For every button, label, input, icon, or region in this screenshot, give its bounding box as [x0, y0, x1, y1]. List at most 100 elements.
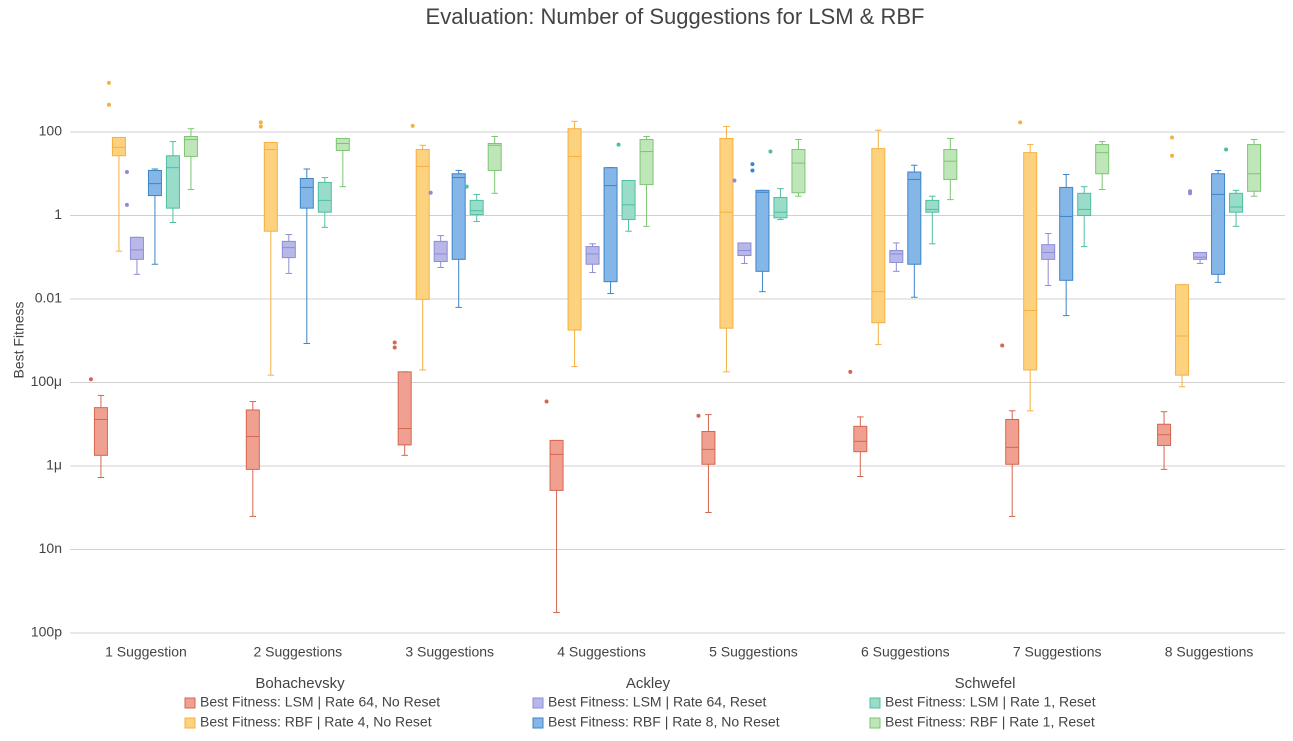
legend-label: Best Fitness: RBF | Rate 1, Reset: [885, 714, 1095, 730]
box: [567, 128, 582, 331]
legend-swatch: [184, 697, 196, 709]
box: [451, 173, 466, 260]
legend-swatch: [532, 697, 544, 709]
legend-group-title: Bohachevsky: [255, 675, 345, 692]
outlier: [88, 377, 93, 382]
box: [1005, 418, 1020, 465]
legend-swatch: [532, 717, 544, 729]
legend-label: Best Fitness: LSM | Rate 64, No Reset: [200, 694, 440, 710]
box: [469, 199, 484, 216]
x-tick-label: 6 Suggestions: [861, 644, 950, 660]
box: [397, 371, 412, 446]
legend-swatch: [184, 717, 196, 729]
outlier: [1188, 191, 1193, 196]
x-tick-label: 7 Suggestions: [1013, 644, 1102, 660]
box: [1059, 186, 1074, 281]
box: [1211, 173, 1226, 275]
outlier: [464, 184, 469, 189]
legend-swatch: [869, 717, 881, 729]
outlier: [616, 142, 621, 147]
box: [791, 149, 806, 194]
box: [1175, 284, 1190, 376]
outlier: [750, 168, 755, 173]
legend-label: Best Fitness: RBF | Rate 4, No Reset: [200, 714, 432, 730]
box: [701, 431, 716, 465]
chart-title: Evaluation: Number of Suggestions for LS…: [426, 4, 925, 29]
outlier: [1000, 343, 1005, 348]
box: [433, 240, 448, 263]
y-tick-label: 100μ: [31, 373, 62, 389]
box: [165, 155, 180, 209]
y-tick-label: 100: [39, 123, 63, 139]
box: [263, 142, 278, 232]
legend-group-title: Schwefel: [955, 675, 1016, 692]
box: [111, 136, 126, 157]
outlier: [124, 170, 129, 175]
y-tick-label: 1μ: [46, 457, 62, 473]
box: [719, 137, 734, 329]
box: [925, 199, 940, 213]
box: [317, 181, 332, 213]
box: [943, 149, 958, 180]
box: [299, 177, 314, 209]
x-tick-label: 3 Suggestions: [405, 644, 494, 660]
box: [281, 240, 296, 259]
box: [907, 171, 922, 265]
box: [1193, 251, 1208, 260]
x-tick-label: 1 Suggestion: [105, 644, 187, 660]
x-tick-label: 4 Suggestions: [557, 644, 646, 660]
outlier: [696, 413, 701, 418]
box: [621, 179, 636, 221]
outlier: [1224, 147, 1229, 152]
x-tick-label: 2 Suggestions: [253, 644, 342, 660]
box: [487, 143, 502, 171]
box: [93, 407, 108, 456]
outlier: [258, 124, 263, 129]
box: [183, 136, 198, 157]
box: [603, 167, 618, 283]
box: [129, 236, 144, 260]
outlier: [106, 102, 111, 107]
outlier: [768, 149, 773, 154]
outlier: [1170, 153, 1175, 158]
y-axis-label: Best Fitness: [11, 301, 27, 378]
outlier: [106, 80, 111, 85]
box: [335, 137, 350, 152]
outlier: [392, 340, 397, 345]
box: [639, 139, 654, 186]
legend-label: Best Fitness: RBF | Rate 8, No Reset: [548, 714, 780, 730]
outlier: [124, 202, 129, 207]
x-tick-label: 5 Suggestions: [709, 644, 798, 660]
x-tick-label: 8 Suggestions: [1165, 644, 1254, 660]
y-tick-label: 100p: [31, 624, 62, 640]
legend-group-title: Ackley: [626, 675, 671, 692]
outlier: [1018, 120, 1023, 125]
y-tick-label: 10n: [39, 540, 62, 556]
box: [415, 149, 430, 300]
outlier: [732, 178, 737, 183]
box: [147, 169, 162, 197]
outlier: [410, 123, 415, 128]
box: [853, 425, 868, 453]
box: [871, 148, 886, 324]
box: [1077, 192, 1092, 217]
box: [755, 189, 770, 272]
box: [585, 246, 600, 265]
outlier: [750, 162, 755, 167]
box: [1023, 152, 1038, 371]
outlier: [1170, 135, 1175, 140]
outlier: [392, 345, 397, 350]
box: [549, 439, 564, 491]
outlier: [428, 190, 433, 195]
box: [773, 196, 788, 219]
legend-label: Best Fitness: LSM | Rate 64, Reset: [548, 694, 767, 710]
box: [737, 242, 752, 257]
legend-swatch: [869, 697, 881, 709]
box: [1247, 144, 1262, 192]
y-tick-label: 0.01: [35, 290, 62, 306]
box: [245, 409, 260, 470]
outlier: [544, 399, 549, 404]
box: [889, 250, 904, 263]
outlier: [848, 369, 853, 374]
